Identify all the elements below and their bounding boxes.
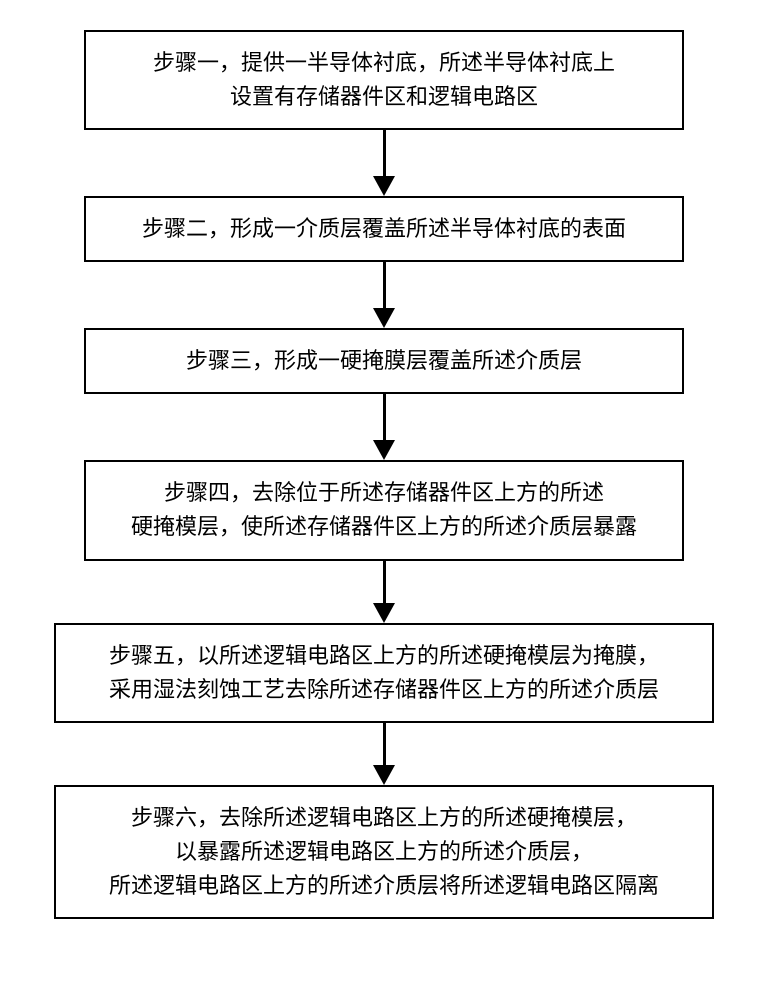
arrow-head-icon [373, 308, 395, 328]
arrow-3 [0, 394, 768, 460]
arrow-shaft-3 [383, 394, 386, 440]
arrow-2 [0, 262, 768, 328]
flowchart-container: 步骤一，提供一半导体衬底，所述半导体衬底上 设置有存储器件区和逻辑电路区 步骤二… [0, 0, 768, 1000]
arrow-head-icon [373, 176, 395, 196]
arrow-1 [0, 130, 768, 196]
step-box-5: 步骤五，以所述逻辑电路区上方的所述硬掩模层为掩膜， 采用湿法刻蚀工艺去除所述存储… [54, 623, 714, 723]
step-text-5: 步骤五，以所述逻辑电路区上方的所述硬掩模层为掩膜， 采用湿法刻蚀工艺去除所述存储… [109, 639, 659, 707]
arrow-5 [0, 723, 768, 785]
step-text-2: 步骤二，形成一介质层覆盖所述半导体衬底的表面 [142, 212, 626, 246]
arrow-shaft-2 [383, 262, 386, 308]
step-box-2: 步骤二，形成一介质层覆盖所述半导体衬底的表面 [84, 196, 684, 262]
arrow-head-icon [373, 765, 395, 785]
step-box-1: 步骤一，提供一半导体衬底，所述半导体衬底上 设置有存储器件区和逻辑电路区 [84, 30, 684, 130]
arrow-head-icon [373, 440, 395, 460]
arrow-shaft-5 [383, 723, 386, 765]
step-text-4: 步骤四，去除位于所述存储器件区上方的所述 硬掩模层，使所述存储器件区上方的所述介… [131, 476, 637, 544]
step-box-4: 步骤四，去除位于所述存储器件区上方的所述 硬掩模层，使所述存储器件区上方的所述介… [84, 460, 684, 560]
arrow-shaft-4 [383, 561, 386, 603]
step-box-6: 步骤六，去除所述逻辑电路区上方的所述硬掩模层， 以暴露所述逻辑电路区上方的所述介… [54, 785, 714, 919]
arrow-4 [0, 561, 768, 623]
step-text-1: 步骤一，提供一半导体衬底，所述半导体衬底上 设置有存储器件区和逻辑电路区 [153, 46, 615, 114]
step-box-3: 步骤三，形成一硬掩膜层覆盖所述介质层 [84, 328, 684, 394]
arrow-shaft-1 [383, 130, 386, 176]
arrow-head-icon [373, 603, 395, 623]
step-text-6: 步骤六，去除所述逻辑电路区上方的所述硬掩模层， 以暴露所述逻辑电路区上方的所述介… [109, 801, 659, 903]
step-text-3: 步骤三，形成一硬掩膜层覆盖所述介质层 [186, 344, 582, 378]
